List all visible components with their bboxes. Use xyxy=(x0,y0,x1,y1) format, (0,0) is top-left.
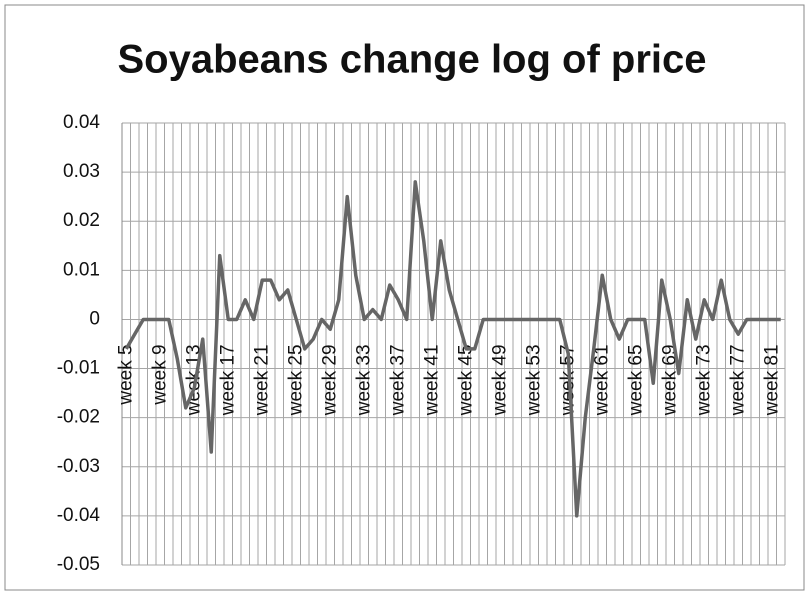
y-tick-label: 0 xyxy=(89,308,100,329)
x-tick-label: week 57 xyxy=(557,344,578,416)
x-tick-label: week 49 xyxy=(489,344,510,416)
x-tick-label: week 77 xyxy=(727,344,748,416)
data-line xyxy=(124,180,781,518)
x-tick-label: week 65 xyxy=(625,344,646,416)
x-tick-label: week 45 xyxy=(455,344,476,416)
y-tick-label: -0.01 xyxy=(57,358,100,379)
x-tick-label: week 9 xyxy=(149,344,170,405)
x-tick-label: week 41 xyxy=(421,344,442,416)
y-tick-label: 0.03 xyxy=(63,161,100,182)
chart-title: Soyabeans change log of price xyxy=(117,38,706,82)
x-tick-label: week 21 xyxy=(251,344,272,416)
x-tick-label: week 17 xyxy=(217,344,238,416)
y-tick-label: 0.01 xyxy=(63,259,100,280)
x-tick-label: week 69 xyxy=(659,344,680,416)
y-tick-label: -0.02 xyxy=(57,407,100,428)
y-tick-label: -0.04 xyxy=(57,505,101,526)
chart-frame xyxy=(4,4,805,591)
y-tick-label: -0.05 xyxy=(57,554,100,575)
x-tick-label: week 53 xyxy=(523,344,544,416)
y-tick-label: 0.02 xyxy=(63,210,100,231)
x-tick-label: week 29 xyxy=(319,344,340,416)
x-tick-label: week 37 xyxy=(387,344,408,416)
y-tick-label: -0.03 xyxy=(57,456,100,477)
x-tick-label: week 61 xyxy=(591,344,612,416)
y-tick-label: 0.04 xyxy=(63,112,100,133)
x-tick-label: week 5 xyxy=(115,344,136,405)
x-tick-label: week 73 xyxy=(693,344,714,416)
x-tick-label: week 81 xyxy=(761,344,782,416)
x-tick-label: week 33 xyxy=(353,344,374,416)
x-tick-label: week 25 xyxy=(285,344,306,416)
